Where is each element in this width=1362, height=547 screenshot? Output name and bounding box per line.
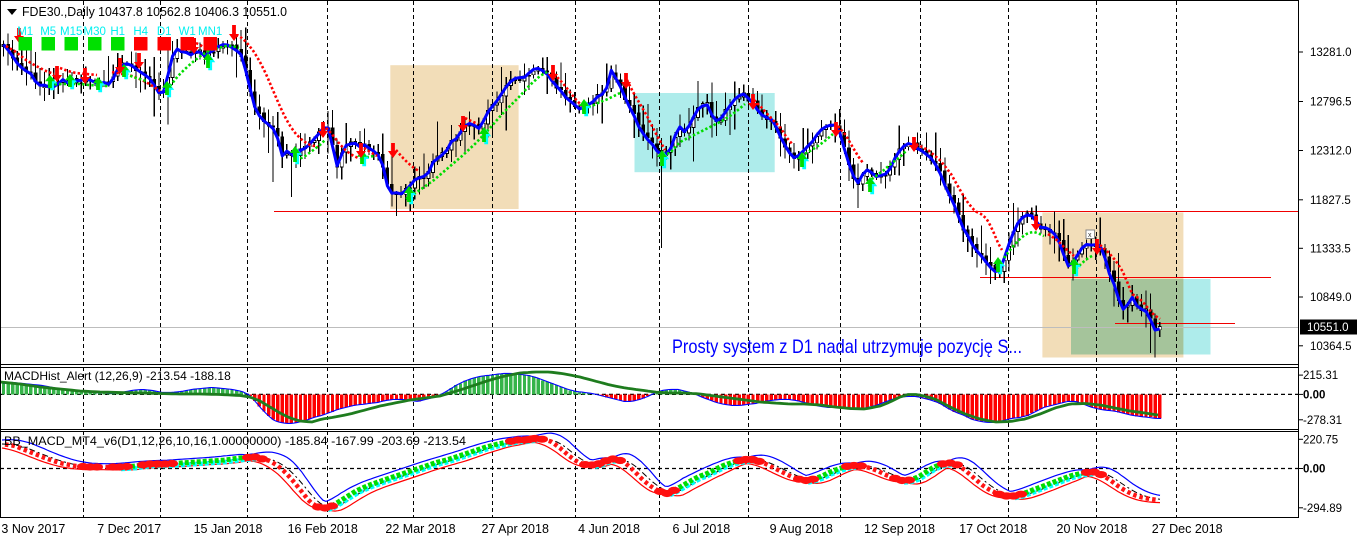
- svg-text:-278.31: -278.31: [1303, 415, 1342, 427]
- svg-text:220.75: 220.75: [1303, 434, 1338, 446]
- svg-text:11827.5: 11827.5: [1310, 195, 1351, 207]
- svg-text:BB_MACD_MT4_v6(D1,12,26,10,16,: BB_MACD_MT4_v6(D1,12,26,10,16,1.00000000…: [4, 434, 466, 448]
- svg-text:M30: M30: [84, 26, 106, 38]
- svg-text:MN1: MN1: [198, 26, 222, 38]
- svg-text:M1: M1: [17, 26, 33, 38]
- svg-text:x: x: [1088, 232, 1092, 239]
- svg-text:W1: W1: [179, 26, 196, 38]
- svg-text:12 Sep 2018: 12 Sep 2018: [864, 522, 935, 536]
- svg-text:13281.0: 13281.0: [1310, 47, 1352, 59]
- svg-text:D1: D1: [157, 26, 172, 38]
- svg-text:12796.5: 12796.5: [1310, 97, 1352, 109]
- svg-text:20 Nov 2018: 20 Nov 2018: [1057, 522, 1128, 536]
- svg-text:-294.89: -294.89: [1303, 503, 1342, 515]
- svg-text:MACDHist_Alert (12,26,9) -213.: MACDHist_Alert (12,26,9) -213.54 -188.18: [4, 369, 231, 383]
- svg-text:6 Jul 2018: 6 Jul 2018: [673, 522, 731, 536]
- svg-text:H4: H4: [133, 26, 148, 38]
- svg-text:22 Mar 2018: 22 Mar 2018: [385, 522, 455, 536]
- svg-text:3 Nov 2017: 3 Nov 2017: [1, 522, 65, 536]
- svg-text:16 Feb 2018: 16 Feb 2018: [288, 522, 358, 536]
- svg-text:15 Jan 2018: 15 Jan 2018: [194, 522, 263, 536]
- svg-text:27 Dec 2018: 27 Dec 2018: [1152, 522, 1223, 536]
- svg-text:0.00: 0.00: [1303, 389, 1325, 401]
- svg-text:Prosty system z D1 nadal utrzy: Prosty system z D1 nadal utrzymuje pozyc…: [672, 336, 1022, 358]
- svg-text:7 Dec 2017: 7 Dec 2017: [97, 522, 161, 536]
- svg-text:H1: H1: [110, 26, 125, 38]
- svg-text:12312.0: 12312.0: [1310, 146, 1352, 158]
- svg-text:0.00: 0.00: [1303, 464, 1325, 476]
- svg-text:10849.0: 10849.0: [1310, 292, 1352, 304]
- svg-text:9 Aug 2018: 9 Aug 2018: [770, 522, 833, 536]
- svg-text:M15: M15: [60, 26, 82, 38]
- svg-text:10551.0: 10551.0: [1307, 322, 1349, 334]
- svg-text:17 Oct 2018: 17 Oct 2018: [959, 522, 1027, 536]
- svg-text:FDE30.,Daily 10437.8 10562.8: FDE30.,Daily 10437.8 10562.8 10406.3 105…: [22, 5, 287, 19]
- svg-text:215.31: 215.31: [1303, 370, 1338, 382]
- svg-text:M5: M5: [40, 26, 56, 38]
- svg-text:11333.5: 11333.5: [1310, 243, 1351, 255]
- svg-text:27 Apr 2018: 27 Apr 2018: [481, 522, 548, 536]
- svg-text:10364.5: 10364.5: [1310, 341, 1352, 353]
- svg-text:4 Jun 2018: 4 Jun 2018: [578, 522, 640, 536]
